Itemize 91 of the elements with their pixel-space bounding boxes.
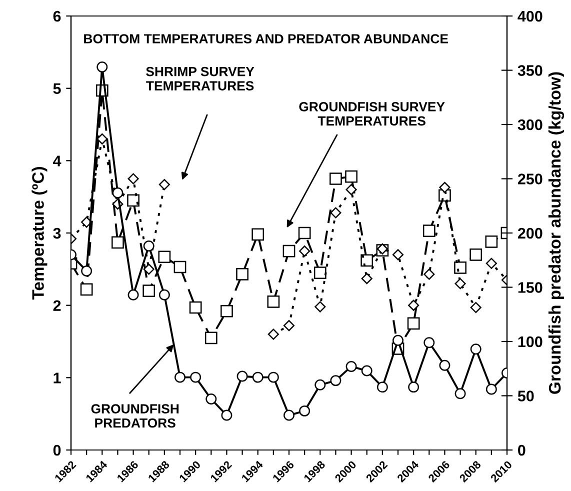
point: [392, 249, 404, 260]
y2-tick-label: 200: [518, 228, 542, 239]
point: [252, 228, 264, 241]
point: [206, 394, 217, 404]
point: [346, 360, 357, 372]
text: BOTTOM TEMPERATURES AND PREDATOR ABUNDANCE: [84, 34, 448, 44]
point: [360, 254, 374, 267]
point: [408, 382, 420, 393]
point: [267, 296, 280, 308]
point: [282, 244, 296, 258]
point: [158, 250, 171, 264]
y2-tick-label: 100: [518, 336, 542, 348]
point: [330, 375, 342, 386]
annotation: GROUNDFISH PREDATORS: [91, 404, 179, 428]
point: [268, 372, 279, 383]
point: [298, 226, 311, 240]
point: [408, 300, 420, 311]
point: [128, 173, 139, 184]
point: [376, 243, 388, 254]
point: [158, 179, 170, 190]
point: [96, 133, 108, 144]
point: [221, 410, 232, 421]
point: [252, 372, 264, 383]
point: [470, 344, 482, 355]
point: [346, 184, 357, 196]
point: [174, 260, 186, 274]
point: [112, 187, 124, 198]
y2-axis-title: Groundfish predator abundance (kg/tow): [548, 72, 564, 394]
point: [314, 301, 326, 312]
y2-tick-label: 250: [518, 174, 542, 184]
point: [485, 236, 498, 248]
y-tick-label: 6: [53, 10, 61, 22]
y2-tick-label: 0: [518, 444, 526, 456]
annotation: GROUNDFISH SURVEY TEMPERATURES: [299, 102, 445, 126]
y-tick-label: 4: [53, 156, 62, 166]
point: [424, 337, 435, 348]
point: [299, 246, 310, 257]
point: [112, 236, 124, 249]
point: [96, 62, 108, 72]
y-tick-label: 5: [53, 83, 61, 94]
y-tick-label: 2: [53, 300, 61, 311]
point: [204, 332, 218, 344]
point: [486, 384, 497, 395]
point: [454, 262, 466, 274]
point: [236, 370, 248, 382]
point: [330, 172, 342, 185]
point: [424, 268, 435, 280]
point: [127, 194, 140, 207]
point: [439, 182, 450, 193]
point: [143, 264, 154, 275]
point: [454, 278, 466, 290]
y2-tick-label: 50: [518, 390, 534, 402]
point: [174, 372, 186, 383]
point: [454, 388, 466, 400]
y-tick-label: 3: [53, 228, 61, 239]
point: [376, 382, 388, 393]
point: [361, 273, 372, 284]
point: [143, 240, 154, 252]
point: [361, 365, 372, 376]
point: [299, 405, 310, 416]
point: [486, 258, 497, 269]
point: [236, 268, 248, 280]
point: [190, 372, 202, 383]
point: [283, 320, 295, 332]
point: [268, 328, 279, 340]
point: [81, 265, 92, 276]
y2-tick-label: 350: [518, 65, 542, 76]
point: [345, 170, 358, 183]
point: [422, 224, 436, 238]
point: [392, 334, 404, 346]
y-tick-label: 0: [53, 444, 61, 456]
point: [470, 248, 482, 261]
point: [470, 302, 482, 314]
point: [407, 317, 420, 330]
point: [314, 379, 326, 390]
point: [220, 304, 233, 318]
point: [158, 289, 170, 300]
annotation: SHRIMP SURVEY TEMPERATURES: [146, 66, 254, 90]
point: [142, 284, 156, 298]
point: [128, 289, 139, 300]
point: [189, 301, 202, 314]
point: [80, 283, 93, 296]
point: [284, 410, 294, 421]
point: [439, 360, 450, 371]
y2-tick-label: 400: [518, 10, 542, 22]
point: [314, 266, 326, 279]
y2-tick-label: 150: [518, 282, 542, 293]
y-axis-title: Temperature (ºC): [32, 167, 48, 300]
y-tick-label: 1: [54, 372, 61, 384]
y2-tick-label: 300: [518, 119, 542, 130]
point: [330, 207, 342, 218]
